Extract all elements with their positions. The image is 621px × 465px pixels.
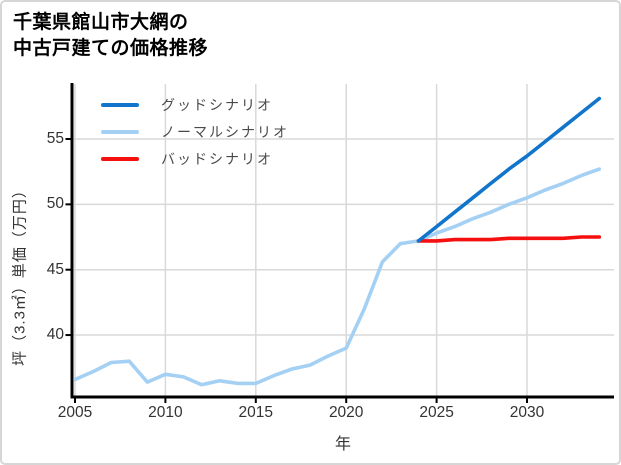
normal-scenario-line-icon xyxy=(101,130,139,134)
legend-label-good: グッドシナリオ xyxy=(161,97,273,113)
y-tick-label-55: 55 xyxy=(46,130,64,147)
x-axis-label: 年 xyxy=(334,436,351,453)
x-tick-label-2005: 2005 xyxy=(57,404,93,421)
series-ノーマルシナリオ xyxy=(73,167,602,387)
legend-label-normal: ノーマルシナリオ xyxy=(161,124,289,140)
good-scenario-line-icon xyxy=(101,103,139,107)
legend-item-normal-scenario: ノーマルシナリオ xyxy=(101,123,289,141)
y-tick-label-40: 40 xyxy=(46,326,64,344)
y-tick-label-50: 50 xyxy=(46,195,64,213)
legend-item-good-scenario: グッドシナリオ xyxy=(101,96,289,114)
title-line-1: 千葉県館山市大網の xyxy=(13,12,189,33)
bad-scenario-line-icon xyxy=(101,157,139,161)
x-tick-label-2025: 2025 xyxy=(419,404,454,421)
x-tick-label-2020: 2020 xyxy=(328,404,364,421)
title-line-2: 中古戸建ての価格推移 xyxy=(13,38,209,59)
series-グッドシナリオ xyxy=(416,96,602,243)
x-tick-label-2030: 2030 xyxy=(509,404,545,421)
page-title: 千葉県館山市大網の 中古戸建ての価格推移 xyxy=(13,10,208,62)
legend-label-bad: バッドシナリオ xyxy=(161,151,273,167)
series-バッドシナリオ xyxy=(416,235,602,243)
y-tick-label-45: 45 xyxy=(46,260,64,278)
legend: グッドシナリオ ノーマルシナリオ バッドシナリオ xyxy=(101,96,289,168)
x-tick-label-2015: 2015 xyxy=(238,404,274,421)
y-axis-label: 坪（3.3㎡）単価（万円） xyxy=(11,182,29,366)
legend-item-bad-scenario: バッドシナリオ xyxy=(101,150,289,168)
x-tick-label-2010: 2010 xyxy=(148,404,183,421)
